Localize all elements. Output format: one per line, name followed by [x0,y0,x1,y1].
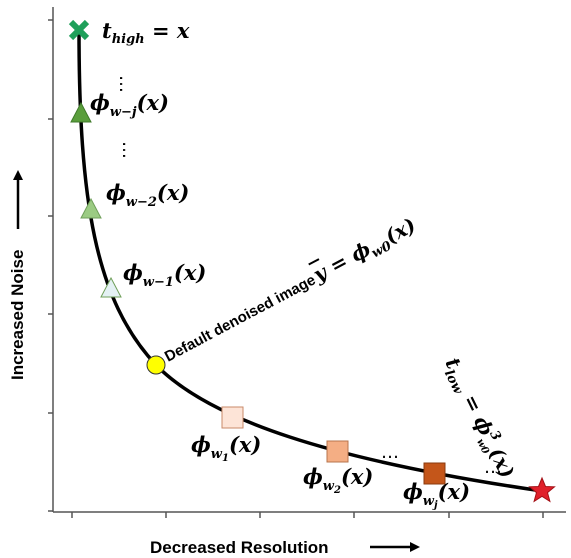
ellipsis-horizontal-1: … [381,442,399,463]
phi-wmj-label: ϕw−j(x) [90,90,169,120]
phi-wm1-marker [100,276,122,298]
t-low-label: tlow = ϕ3w0(x) [437,353,521,484]
default-label-formula: y = ϕw0(x) [308,213,421,291]
ellipsis-vertical-2: … [118,141,139,159]
t-high-marker [68,19,90,41]
phi-w2-marker [326,440,349,463]
y-axis-arrow-icon [13,170,23,180]
x-axis-title-group: Decreased Resolution [150,538,420,557]
default-label-prefix: Default denoised image [162,271,319,365]
default-label: Default denoised image y = ϕw0(x) [162,213,421,366]
ellipsis-horizontal-2: … [484,457,502,478]
axes [52,7,566,513]
phi-wm1-label: ϕw−1(x) [123,260,206,290]
x-cross-icon [68,19,90,41]
default-marker [146,355,166,375]
phi-w1-marker [221,406,244,429]
y-axis-title-group: Increased Noise [8,170,27,380]
star-icon [528,476,556,503]
y-axis-title: Increased Noise [8,250,27,380]
phi-wm2-label: ϕw−2(x) [106,180,189,210]
phi-wj-marker [423,462,446,485]
phi-wmj-marker [70,101,92,123]
phi-wm2-marker [80,197,102,219]
svg-text:tlow = ϕ3w0(x): tlow = ϕ3w0(x) [437,353,521,484]
y-axis-ticks [48,19,53,512]
phi-wj-label: ϕwj(x) [403,479,470,511]
x-axis-ticks [71,512,544,518]
ellipsis-vertical-1: … [115,75,136,93]
phi-w1-label: ϕw1(x) [191,432,261,464]
x-axis-arrow-icon [410,542,420,552]
t-high-label: thigh = x [102,18,190,47]
phi-w2-label: ϕw2(x) [303,464,373,496]
x-axis-title: Decreased Resolution [150,538,329,557]
